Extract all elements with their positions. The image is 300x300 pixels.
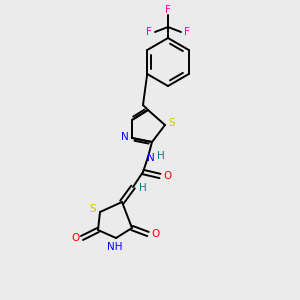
Text: N: N [121, 132, 129, 142]
Text: S: S [169, 118, 175, 128]
Text: O: O [151, 229, 159, 239]
Text: F: F [184, 27, 190, 37]
Text: F: F [146, 27, 152, 37]
Text: O: O [163, 171, 171, 181]
Text: S: S [90, 204, 96, 214]
Text: F: F [165, 5, 171, 15]
Text: NH: NH [107, 242, 123, 252]
Text: O: O [71, 233, 79, 243]
Text: H: H [139, 183, 147, 193]
Text: N: N [147, 153, 155, 163]
Text: H: H [157, 151, 165, 161]
